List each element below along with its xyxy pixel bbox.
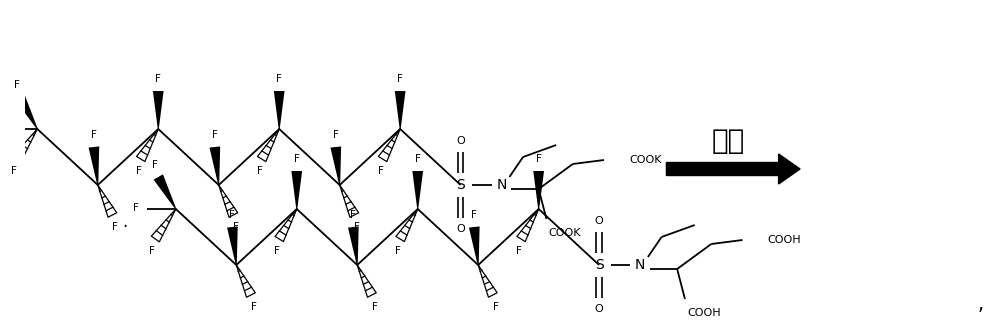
Text: N: N	[496, 178, 507, 192]
Text: F: F	[350, 210, 356, 220]
Text: N: N	[635, 258, 645, 272]
Text: O: O	[456, 136, 465, 146]
Text: ·: ·	[122, 218, 128, 236]
Text: F: F	[294, 154, 300, 164]
Text: F: F	[257, 166, 263, 176]
Polygon shape	[533, 171, 544, 209]
Text: F: F	[516, 246, 522, 256]
Text: COOH: COOH	[687, 308, 721, 318]
Polygon shape	[395, 91, 406, 129]
Polygon shape	[412, 171, 423, 209]
Text: F: F	[11, 166, 17, 176]
Text: F: F	[14, 80, 20, 90]
FancyArrow shape	[666, 154, 800, 184]
Text: COOK: COOK	[629, 155, 662, 165]
Text: F: F	[155, 74, 161, 84]
Text: F: F	[152, 160, 158, 170]
Text: F: F	[149, 246, 155, 256]
Text: F: F	[378, 166, 384, 176]
Text: S: S	[456, 178, 465, 192]
Text: F: F	[372, 302, 378, 312]
Text: F: F	[536, 154, 542, 164]
Text: F: F	[251, 302, 257, 312]
Polygon shape	[469, 226, 480, 265]
Text: F: F	[493, 302, 499, 312]
Text: F: F	[333, 130, 339, 140]
Text: COOK: COOK	[548, 228, 581, 238]
Text: O: O	[456, 224, 465, 234]
Text: F: F	[229, 210, 235, 220]
Text: F: F	[136, 166, 142, 176]
Polygon shape	[330, 146, 341, 185]
Text: F: F	[212, 130, 218, 140]
Polygon shape	[291, 171, 302, 209]
Text: F: F	[112, 222, 118, 232]
Text: F: F	[397, 74, 403, 84]
Polygon shape	[209, 146, 220, 185]
Text: 硫酸: 硫酸	[712, 127, 745, 155]
Polygon shape	[15, 94, 38, 129]
Polygon shape	[154, 174, 176, 209]
Polygon shape	[348, 226, 359, 265]
Text: F: F	[233, 222, 239, 232]
Text: COOH: COOH	[768, 235, 801, 245]
Polygon shape	[153, 91, 164, 129]
Text: F: F	[276, 74, 282, 84]
Text: O: O	[595, 216, 604, 226]
Text: F: F	[471, 210, 477, 220]
Polygon shape	[89, 146, 99, 185]
Text: F: F	[274, 246, 280, 256]
Text: S: S	[595, 258, 604, 272]
Text: ,: ,	[977, 294, 984, 314]
Text: F: F	[354, 222, 360, 232]
Text: O: O	[595, 304, 604, 314]
Text: F: F	[395, 246, 401, 256]
Text: F: F	[133, 203, 139, 213]
Polygon shape	[227, 226, 238, 265]
Polygon shape	[274, 91, 285, 129]
Text: F: F	[91, 130, 97, 140]
Text: F: F	[415, 154, 421, 164]
